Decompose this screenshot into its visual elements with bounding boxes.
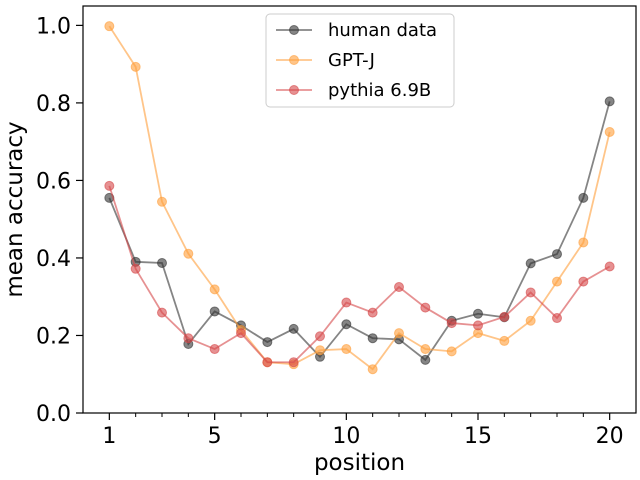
y-tick-label: 0.8 [36,92,71,117]
x-axis-label: position [314,450,405,476]
x-tick-label: 20 [596,424,624,449]
series-layer [104,21,615,375]
data-point [499,335,510,346]
y-axis-label: mean accuracy [2,121,28,297]
data-point [420,302,431,313]
data-point [604,261,615,272]
data-point [288,323,299,334]
data-point [262,357,273,368]
data-point [288,357,299,368]
data-point [394,282,404,293]
y-tick-label: 1.0 [36,14,71,39]
y-tick-label: 0.6 [36,169,71,194]
x-tick-label: 10 [332,424,360,449]
data-point [552,249,562,260]
data-point [473,308,483,319]
series-line [108,25,611,371]
data-point [262,337,273,348]
x-axis: 1 5 10 15 20 [102,413,624,449]
data-point [157,196,167,207]
legend-label: human data [328,20,437,41]
data-point [578,237,589,248]
legend-label: GPT-J [328,50,375,71]
data-point [183,248,194,259]
data-point [209,284,220,295]
data-point [578,192,589,203]
data-point [473,320,483,331]
data-point [130,263,141,274]
data-point [525,258,536,269]
data-point [236,328,246,339]
data-point [315,345,325,356]
data-point [367,307,378,318]
x-tick-label: 5 [208,424,222,449]
data-point [394,328,404,339]
x-tick-label: 1 [102,424,116,449]
data-point [209,306,220,317]
data-point [499,311,510,322]
data-point [420,344,431,355]
data-point [104,21,115,32]
data-point [446,318,457,329]
data-point [604,96,615,107]
y-axis: 0.0 0.2 0.4 0.6 0.8 1.0 [36,14,83,427]
data-point [157,307,167,318]
data-point [341,319,352,330]
y-tick-label: 0.4 [36,247,71,272]
x-tick-label: 15 [464,424,492,449]
legend-marker [289,25,299,35]
data-point [104,180,115,191]
y-tick-label: 0.0 [36,402,71,427]
legend-label: pythia 6.9B [328,80,431,101]
data-point [209,344,220,355]
series-2 [104,180,615,368]
plot-frame [82,5,637,414]
data-point [552,276,562,287]
data-point [552,313,562,324]
data-point [315,331,325,342]
legend-box [265,13,455,108]
data-point [525,287,536,298]
data-point [525,315,536,326]
data-point [157,257,167,268]
data-point [183,333,194,344]
legend: human data GPT-J pythia 6.9B [265,13,455,108]
data-point [367,333,378,344]
data-point [341,344,352,355]
data-point [446,346,457,357]
legend-marker [289,55,299,65]
legend-marker [289,85,299,95]
data-point [578,276,589,287]
data-point [130,61,141,72]
data-point [420,354,431,365]
series-0 [104,96,615,365]
y-tick-label: 0.2 [36,324,71,349]
data-point [341,297,352,308]
data-point [604,126,615,137]
data-point [367,364,378,375]
